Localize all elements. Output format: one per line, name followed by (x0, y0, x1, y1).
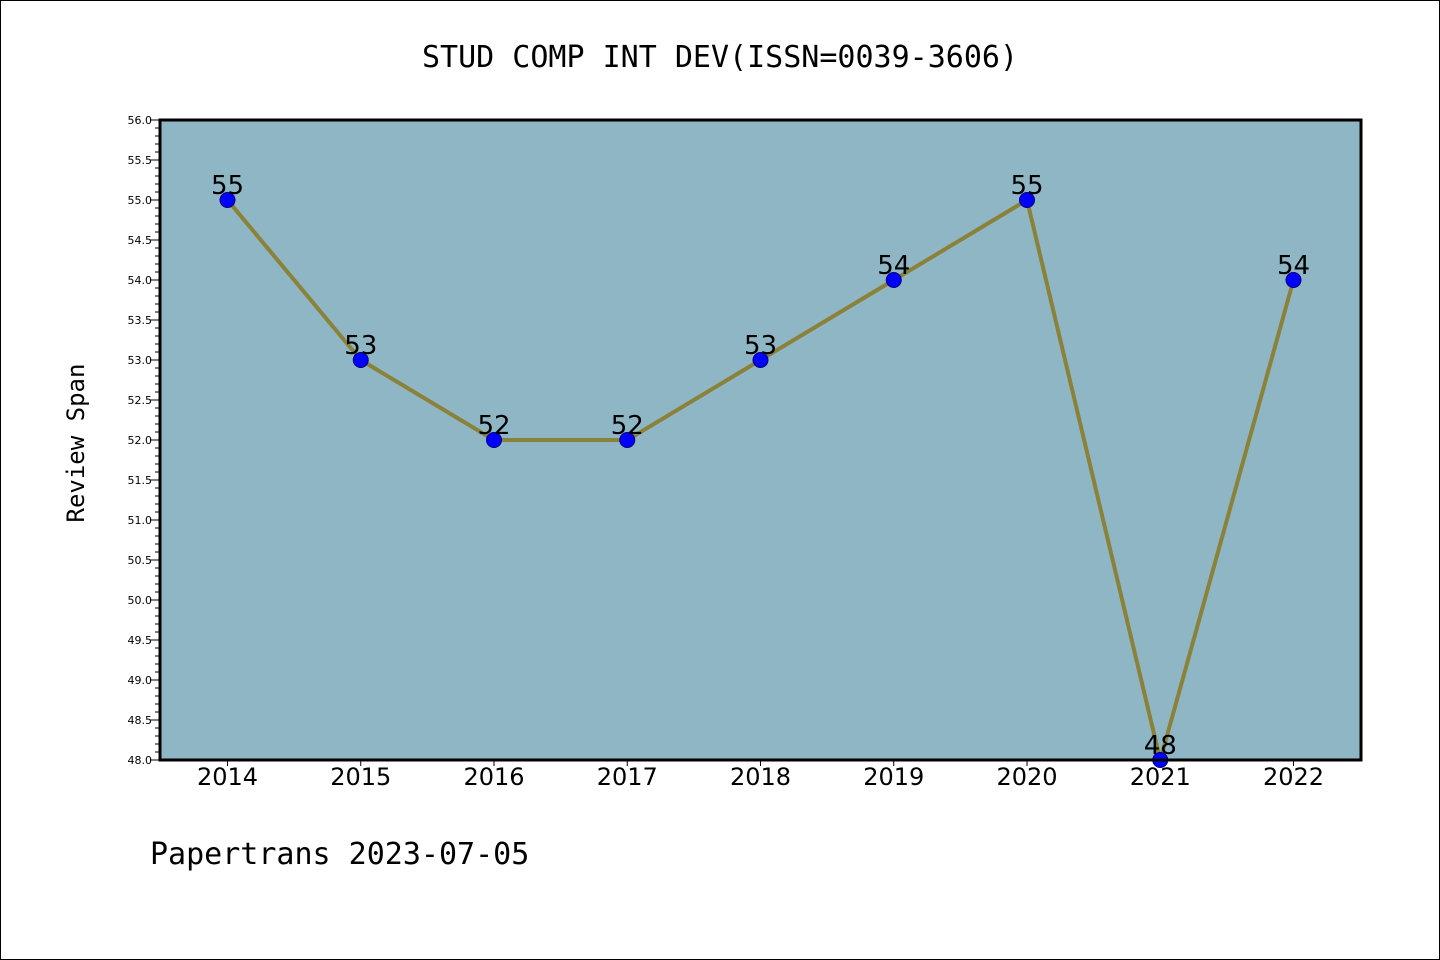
data-point-marker (619, 432, 636, 448)
x-tick-label: 2019 (863, 763, 924, 791)
data-point-marker (752, 352, 769, 368)
y-tick-label: 53.5 (128, 314, 153, 327)
data-label: 55 (211, 171, 244, 201)
data-label: 54 (877, 251, 910, 281)
y-tick-label: 55.0 (128, 194, 153, 207)
data-label: 53 (744, 331, 777, 361)
x-axis: 2014 2015 2016 2017 2018 2019 2020 2021 2022 (197, 760, 1324, 791)
y-tick-label: 55.5 (128, 154, 153, 167)
y-tick-label: 52.5 (128, 394, 153, 407)
x-tick-label: 2016 (463, 763, 524, 791)
plot-area (160, 120, 1361, 760)
chart-title: STUD COMP INT DEV(ISSN=0039-3606) (422, 40, 1018, 75)
x-tick-label: 2022 (1263, 763, 1324, 791)
y-tick-label: 48.0 (128, 754, 153, 767)
y-tick-label: 50.0 (128, 594, 153, 607)
y-tick-label: 50.5 (128, 554, 153, 567)
data-point-marker (1019, 192, 1035, 208)
data-labels-group: 55 53 52 52 53 54 55 48 54 (211, 171, 1310, 761)
data-point-marker (1285, 272, 1302, 288)
data-point-marker (885, 272, 902, 288)
x-tick-label: 2015 (330, 763, 391, 791)
y-tick-label: 49.0 (128, 674, 153, 687)
y-axis: 48.0 48.5 49.0 49.5 50.0 50.5 51.0 51.5 52.0 52.5… (128, 114, 160, 767)
data-point-marker (486, 432, 502, 448)
x-tick-label: 2018 (730, 763, 791, 791)
plot-border (158, 118, 1363, 762)
y-tick-label: 51.0 (128, 514, 153, 527)
y-tick-label: 54.0 (128, 274, 153, 287)
data-label: 48 (1144, 731, 1177, 761)
footer-text: Papertrans 2023-07-05 (150, 837, 529, 872)
y-tick-label: 56.0 (128, 114, 153, 127)
data-label: 54 (1277, 251, 1310, 281)
y-tick-label: 49.5 (128, 634, 153, 647)
x-tick-label: 2020 (996, 763, 1057, 791)
y-tick-label: 52.0 (128, 434, 153, 447)
data-point-marker (219, 192, 236, 208)
data-label: 52 (611, 411, 644, 441)
y-tick-label: 48.5 (128, 714, 153, 727)
data-label: 55 (1010, 171, 1043, 201)
y-tick-label: 51.5 (128, 474, 153, 487)
data-point-marker (352, 352, 369, 368)
x-tick-label: 2014 (197, 763, 258, 791)
data-label: 53 (344, 331, 377, 361)
y-tick-label: 53.0 (128, 354, 153, 367)
y-axis-label: Review Span (62, 364, 90, 523)
data-label: 52 (477, 411, 510, 441)
y-tick-label: 54.5 (128, 234, 153, 247)
x-tick-label: 2017 (597, 763, 658, 791)
